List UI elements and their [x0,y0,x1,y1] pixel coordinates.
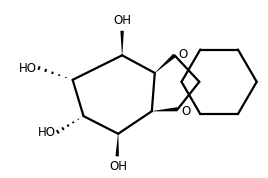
Text: HO: HO [19,62,37,75]
Polygon shape [120,31,124,55]
Text: HO: HO [38,126,56,139]
Text: OH: OH [109,160,127,173]
Text: O: O [178,48,188,61]
Polygon shape [152,107,178,111]
Polygon shape [155,54,176,73]
Polygon shape [116,134,119,156]
Text: OH: OH [113,14,131,27]
Text: O: O [181,105,191,118]
